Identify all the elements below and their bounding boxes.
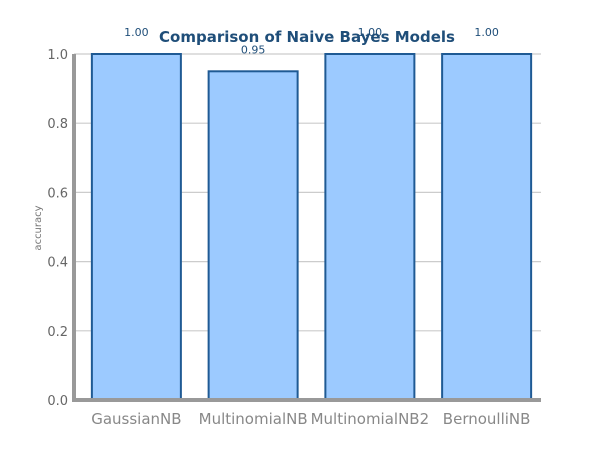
y-tick-label: 1.0: [47, 48, 68, 63]
bar: [441, 53, 533, 401]
data-label: 1.00: [474, 26, 499, 39]
x-tick-label: GaussianNB: [91, 410, 181, 428]
bar: [324, 53, 416, 401]
y-tick-label: 0.6: [47, 186, 68, 201]
data-label: 1.00: [124, 26, 149, 39]
data-label: 1.00: [358, 26, 383, 39]
bar: [207, 70, 299, 402]
y-tick-label: 0.4: [47, 256, 68, 271]
y-tick-labels: 0.0 0.2 0.4 0.6 0.8 1.0: [47, 48, 68, 409]
x-tick-label: MultinomialNB: [199, 410, 308, 428]
x-tick-label: MultinomialNB2: [311, 410, 430, 428]
bars: [90, 53, 533, 402]
x-tick-label: BernoulliNB: [443, 410, 531, 428]
axes: [72, 54, 541, 402]
data-label: 0.95: [241, 43, 266, 56]
x-tick-labels: GaussianNB MultinomialNB MultinomialNB2 Ber…: [91, 410, 530, 428]
y-axis-label: accuracy: [33, 205, 44, 250]
bar: [90, 53, 182, 401]
chart-title: Comparison of Naive Bayes Models: [159, 28, 455, 46]
y-tick-label: 0.8: [47, 117, 68, 132]
data-labels: 1.00 0.95 1.00 1.00: [124, 26, 499, 56]
y-tick-label: 0.2: [47, 325, 68, 340]
y-tick-label: 0.0: [47, 394, 68, 409]
